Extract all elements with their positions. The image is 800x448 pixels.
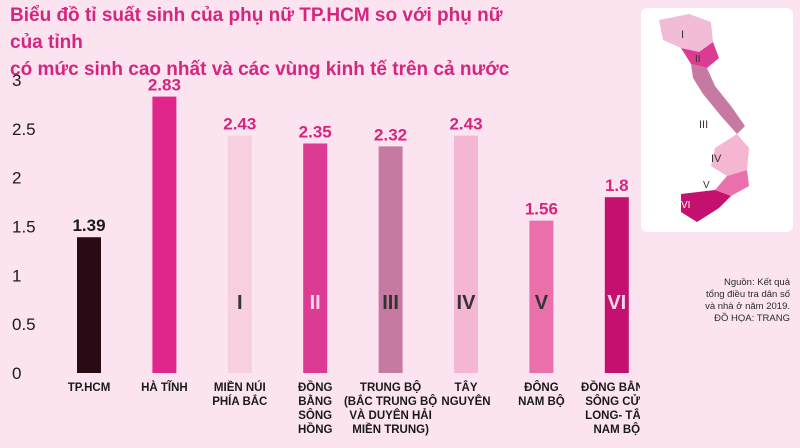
y-tick-label: 1 bbox=[12, 266, 21, 285]
bar bbox=[303, 143, 328, 373]
vietnam-region-map: I II III IV V VI bbox=[641, 8, 793, 232]
source-note: Nguồn: Kết quả tổng điều tra dân số và n… bbox=[680, 277, 790, 325]
bar bbox=[604, 197, 629, 373]
x-tick-label: SÔNG bbox=[298, 409, 332, 422]
x-tick-label: VÀ DUYÊN HẢI bbox=[349, 409, 431, 422]
data-label: 1.39 bbox=[72, 216, 105, 235]
bar-region-label: I bbox=[237, 292, 243, 314]
map-region-3-shape bbox=[691, 64, 745, 134]
chart-title: Biểu đồ tỉ suất sinh của phụ nữ TP.HCM s… bbox=[10, 2, 510, 83]
bar-region-label: II bbox=[310, 292, 321, 314]
x-tick-label: HỒNG bbox=[298, 423, 333, 436]
data-label: 2.43 bbox=[223, 115, 256, 134]
source-note-credit: ĐỒ HỌA: TRANG bbox=[714, 313, 790, 324]
x-tick-label: TP.HCM bbox=[68, 382, 111, 394]
data-label: 2.32 bbox=[374, 125, 407, 144]
bar bbox=[227, 135, 252, 373]
x-tick-label: ĐỒNG BẰNG bbox=[581, 381, 640, 394]
x-tick-label: ĐỒNG bbox=[298, 381, 333, 394]
x-tick-label: (BẮC TRUNG BỘ bbox=[344, 395, 437, 408]
map-region-label-3: III bbox=[699, 119, 708, 131]
y-tick-label: 0 bbox=[12, 364, 21, 383]
y-tick-label: 1.5 bbox=[12, 218, 36, 237]
y-tick-label: 3 bbox=[12, 71, 21, 90]
vietnam-map-graphic: I II III IV V VI bbox=[659, 14, 749, 222]
x-tick-label: NAM BỘ bbox=[518, 395, 565, 408]
x-tick-label: NAM BỘ bbox=[593, 423, 640, 436]
y-tick-label: 2 bbox=[12, 169, 21, 188]
source-note-line-2: tổng điều tra dân số bbox=[706, 289, 790, 300]
map-region-1-shape bbox=[659, 14, 713, 52]
chart-title-line-2: có mức sinh cao nhất và các vùng kinh tế… bbox=[10, 59, 510, 80]
x-tick-label: MIỀN TRUNG) bbox=[352, 423, 429, 436]
data-label: 2.43 bbox=[449, 115, 482, 134]
map-region-label-4: IV bbox=[711, 153, 722, 165]
x-tick-label: MIỀN NÚI bbox=[214, 381, 266, 394]
bar bbox=[529, 220, 554, 373]
x-tick-label: BẰNG bbox=[298, 395, 332, 408]
map-region-label-2: II bbox=[695, 54, 701, 65]
data-label: 2.35 bbox=[299, 122, 332, 141]
x-tick-label: PHÍA BẮC bbox=[212, 395, 267, 408]
x-tick-label: HÀ TĨNH bbox=[141, 381, 188, 394]
x-tick-label: TRUNG BỘ bbox=[360, 381, 421, 394]
map-region-2-shape bbox=[681, 42, 719, 68]
bar bbox=[152, 96, 177, 373]
bar-region-label: V bbox=[535, 292, 549, 314]
bar-region-label: VI bbox=[607, 292, 626, 314]
map-region-label-6: VI bbox=[681, 200, 690, 211]
map-region-4-shape bbox=[711, 134, 749, 176]
x-tick-label: NGUYÊN bbox=[441, 395, 490, 408]
bar-chart: 0 0.5 1 1.5 2 2.5 3 1.39 TP.HCM 2.83 HÀ TĨNH 2.43 I M… bbox=[12, 71, 640, 436]
map-region-6-shape bbox=[681, 190, 731, 222]
bar bbox=[378, 146, 403, 373]
map-region-5-shape bbox=[715, 170, 749, 196]
bar-region-label: IV bbox=[457, 292, 477, 314]
map-region-label-5: V bbox=[703, 180, 710, 191]
source-note-line-3: và nhà ở năm 2019. bbox=[705, 301, 790, 312]
data-label: 1.8 bbox=[605, 176, 629, 195]
chart-title-line-1: Biểu đồ tỉ suất sinh của phụ nữ TP.HCM s… bbox=[10, 5, 503, 53]
x-tick-label: TÂY bbox=[455, 381, 478, 394]
y-tick-label: 2.5 bbox=[12, 120, 36, 139]
bar bbox=[454, 135, 478, 373]
source-note-line-1: Nguồn: Kết quả bbox=[723, 277, 790, 288]
map-region-label-1: I bbox=[681, 29, 684, 41]
data-label: 2.83 bbox=[148, 76, 181, 95]
data-label: 1.56 bbox=[525, 200, 558, 219]
bar-region-label: III bbox=[382, 292, 399, 314]
x-tick-label: ĐÔNG bbox=[524, 381, 559, 394]
x-tick-label: LONG- TÂY bbox=[585, 409, 640, 422]
bar bbox=[77, 237, 101, 373]
y-tick-label: 0.5 bbox=[12, 315, 36, 334]
x-tick-label: SÔNG CỬU bbox=[585, 395, 640, 408]
